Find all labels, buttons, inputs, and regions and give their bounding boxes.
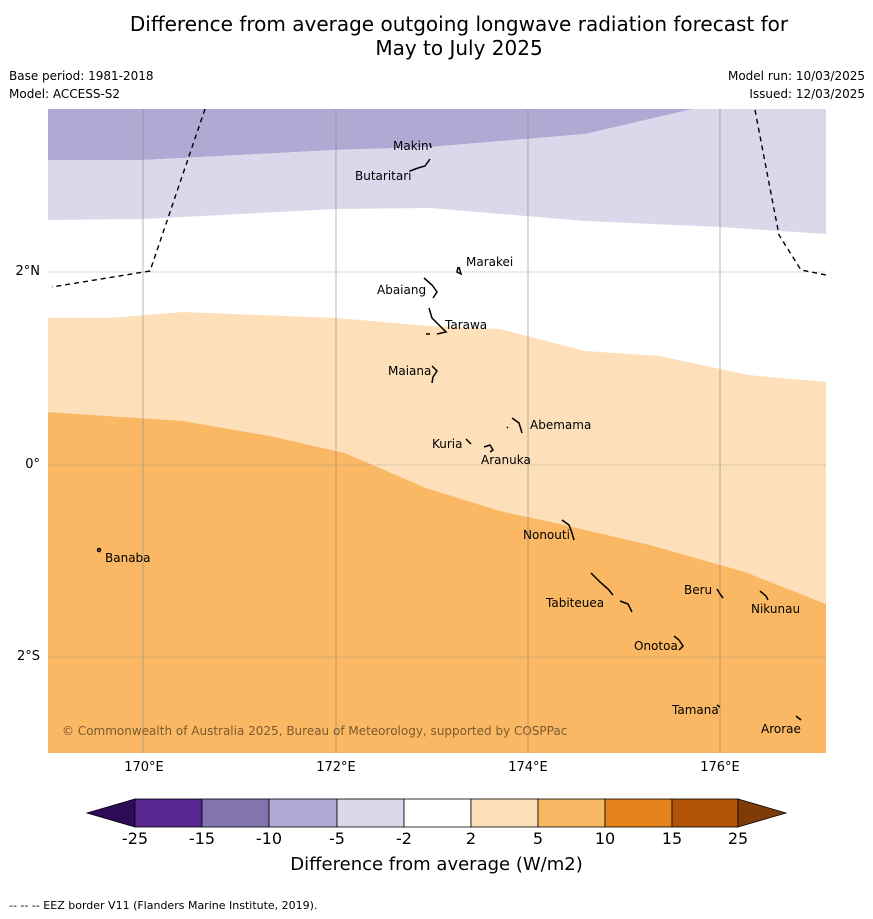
- island-tamana: [716, 704, 721, 708]
- colorbar: [85, 798, 788, 828]
- model-name: Model: ACCESS-S2: [9, 87, 121, 101]
- colorbar-over: [737, 798, 788, 828]
- colorbar-tick: 15: [661, 829, 683, 848]
- island-nonouti: [561, 519, 575, 541]
- place-label: Tamana: [672, 703, 719, 717]
- place-label: Abaiang: [377, 283, 427, 297]
- colorbar-tick: -25: [121, 829, 149, 848]
- colorbar-tick: 5: [532, 829, 544, 848]
- island-butaritari: [409, 158, 431, 172]
- island-maiana: [431, 365, 438, 384]
- colorbar-segment: [336, 798, 405, 828]
- eez-footer-note: -- -- -- EEZ border V11 (Flanders Marine…: [9, 899, 318, 912]
- lon-label-172e: 172°E: [316, 760, 356, 775]
- colorbar-segment: [671, 798, 739, 828]
- colorbar-segment: [268, 798, 338, 828]
- island-aranuka: [483, 444, 495, 453]
- lon-label-170e: 170°E: [124, 760, 164, 775]
- title-line1: Difference from average outgoing longwav…: [129, 12, 789, 36]
- islands: [96, 142, 802, 721]
- place-label: Kuria: [432, 437, 463, 451]
- island-beru: [716, 588, 724, 599]
- colorbar-label: Difference from average (W/m2): [290, 854, 583, 875]
- colorbar-tick: 2: [465, 829, 477, 848]
- colorbar-segment: [201, 798, 270, 828]
- colorbar-under: [85, 798, 136, 828]
- place-label: Nikunau: [751, 602, 801, 616]
- place-label: Nonouti: [523, 528, 570, 542]
- colorbar-tick: -10: [255, 829, 283, 848]
- band-minus10-minus5: [48, 109, 693, 160]
- copyright-notice: © Commonwealth of Australia 2025, Bureau…: [62, 724, 568, 738]
- lat-label-0: 0°: [25, 457, 40, 472]
- place-label: Banaba: [105, 551, 151, 565]
- place-label: Abemama: [530, 418, 592, 432]
- eez-border: [51, 108, 827, 288]
- map-title: Difference from average outgoing longwav…: [0, 12, 873, 60]
- lat-label-2n: 2°N: [15, 264, 41, 279]
- colorbar-segment: [134, 798, 203, 828]
- place-label: Tarawa: [445, 318, 488, 332]
- colorbar-segment: [470, 798, 539, 828]
- island-abemama: [506, 417, 523, 434]
- place-label: Tabiteuea: [546, 596, 605, 610]
- colorbar-segment: [537, 798, 606, 828]
- colorbar-tick: -5: [329, 829, 345, 848]
- place-label: Makin: [393, 139, 429, 153]
- base-period: Base period: 1981-2018: [9, 69, 154, 83]
- island-tarawa: [426, 307, 448, 335]
- band-minus5-minus2: [48, 109, 826, 234]
- island-makin: [429, 142, 432, 149]
- place-label: Marakei: [466, 255, 514, 269]
- meta-right: Model run: 10/03/2025 Issued: 12/03/2025: [728, 67, 865, 103]
- place-label: Arorae: [761, 722, 801, 736]
- place-label: Beru: [684, 583, 713, 597]
- title-line2: May to July 2025: [375, 36, 543, 60]
- lon-label-176e: 176°E: [700, 760, 740, 775]
- island-onotoa: [673, 635, 684, 651]
- band-2-5: [48, 312, 826, 604]
- colorbar-segment: [403, 798, 472, 828]
- island-nikunau: [759, 590, 769, 601]
- meta-left: Base period: 1981-2018 Model: ACCESS-S2: [9, 67, 154, 103]
- lon-label-174e: 174°E: [508, 760, 548, 775]
- place-label: Butaritari: [355, 169, 412, 183]
- colorbar-tick: -15: [188, 829, 216, 848]
- issued-date: Issued: 12/03/2025: [749, 87, 865, 101]
- island-arorae: [795, 715, 802, 721]
- island-marakei: [456, 266, 463, 276]
- gridlines: [142, 109, 721, 753]
- place-label: Maiana: [388, 364, 432, 378]
- lat-label-2s: 2°S: [16, 649, 40, 664]
- island-abaiang: [423, 277, 438, 299]
- band-5-10: [48, 412, 826, 753]
- colorbar-tick: -2: [396, 829, 412, 848]
- lat-gridlines: [48, 271, 826, 658]
- model-run: Model run: 10/03/2025: [727, 69, 865, 83]
- place-label: Aranuka: [481, 453, 531, 467]
- colorbar-tick: 10: [594, 829, 616, 848]
- island-kuria: [465, 438, 472, 445]
- place-label: Onotoa: [634, 639, 678, 653]
- island-tabiteuea: [590, 572, 633, 613]
- colorbar-tick: 25: [727, 829, 749, 848]
- colorbar-segment: [604, 798, 673, 828]
- island-banaba: [96, 547, 102, 553]
